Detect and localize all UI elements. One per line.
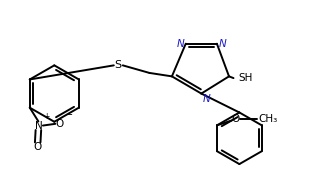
Text: O: O <box>34 142 42 152</box>
Text: −: − <box>65 110 73 120</box>
Text: SH: SH <box>238 73 253 83</box>
Text: N: N <box>218 39 226 49</box>
Text: CH₃: CH₃ <box>258 114 277 124</box>
Text: +: + <box>43 112 49 121</box>
Text: S: S <box>115 60 122 70</box>
Text: N: N <box>203 94 211 104</box>
Text: O: O <box>232 114 240 124</box>
Text: O: O <box>56 119 64 129</box>
Text: N: N <box>35 120 42 131</box>
Text: N: N <box>176 39 184 49</box>
